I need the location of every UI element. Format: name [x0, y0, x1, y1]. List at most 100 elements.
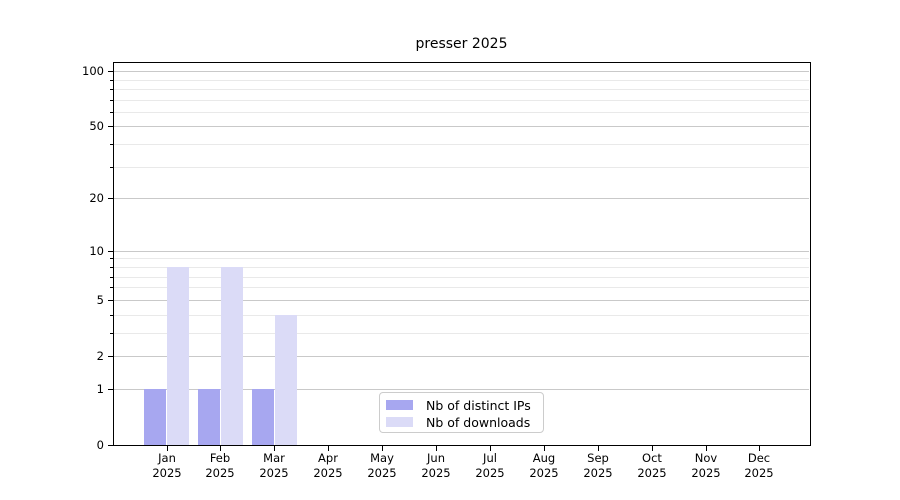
month-name: Jul: [483, 451, 497, 465]
legend-label: Nb of distinct IPs: [426, 397, 531, 413]
y-axis-label: 100: [82, 64, 104, 78]
month-name: Jan: [158, 451, 176, 465]
month-name: Feb: [209, 451, 231, 465]
month-year: 2025: [637, 466, 667, 480]
y-axis-tick: [108, 251, 113, 252]
y-axis-minor-tick: [110, 333, 113, 334]
x-axis-tick: [220, 446, 221, 451]
gridline-minor: [114, 267, 809, 268]
y-axis-label: 5: [96, 293, 104, 307]
month-label: Feb 2025: [192, 451, 248, 481]
gridline-minor: [114, 89, 809, 90]
month-name: Aug: [532, 451, 556, 465]
month-year: 2025: [529, 466, 559, 480]
gridline-minor: [114, 80, 809, 81]
month-label: Apr 2025: [300, 451, 356, 481]
gridline-minor: [114, 287, 809, 288]
month-label: Oct 2025: [624, 451, 680, 481]
month-name: Mar: [263, 451, 285, 465]
month-name: May: [370, 451, 394, 465]
month-name: Nov: [694, 451, 718, 465]
month-name: Dec: [747, 451, 771, 465]
month-name: Sep: [587, 451, 609, 465]
y-axis-minor-tick: [110, 277, 113, 278]
month-year: 2025: [313, 466, 343, 480]
month-year: 2025: [744, 466, 774, 480]
y-axis-minor-tick: [110, 258, 113, 259]
x-axis-tick: [167, 446, 168, 451]
y-axis-tick: [108, 71, 113, 72]
gridline-minor: [114, 144, 809, 145]
gridline-minor: [114, 258, 809, 259]
y-axis-label: 50: [89, 119, 104, 133]
month-label: Dec 2025: [731, 451, 787, 481]
gridline-major: [114, 389, 809, 390]
bar-nb-of-distinct-ips: [197, 388, 220, 445]
y-axis-tick: [108, 126, 113, 127]
month-year: 2025: [475, 466, 505, 480]
month-year: 2025: [259, 466, 289, 480]
month-year: 2025: [205, 466, 235, 480]
bar-nb-of-downloads: [274, 314, 297, 445]
y-axis-label: 2: [96, 349, 104, 363]
month-label: Mar 2025: [246, 451, 302, 481]
gridline-minor: [114, 100, 809, 101]
x-axis-tick: [274, 446, 275, 451]
month-year: 2025: [583, 466, 613, 480]
bar-nb-of-downloads: [220, 266, 243, 445]
bar-nb-of-distinct-ips: [144, 388, 166, 445]
legend-entry: Nb of downloads: [386, 414, 537, 430]
y-axis-minor-tick: [110, 267, 113, 268]
gridline-major: [114, 251, 809, 252]
y-axis-tick: [108, 198, 113, 199]
gridline-minor: [114, 167, 809, 168]
x-axis-tick: [490, 446, 491, 451]
gridline-minor: [114, 333, 809, 334]
y-axis-minor-tick: [110, 80, 113, 81]
month-year: 2025: [367, 466, 397, 480]
gridline-minor: [114, 315, 809, 316]
x-axis-tick: [436, 446, 437, 451]
month-label: Jun 2025: [408, 451, 464, 481]
x-axis-tick: [328, 446, 329, 451]
month-label: Jul 2025: [462, 451, 518, 481]
x-axis-tick: [652, 446, 653, 451]
gridline-major: [114, 300, 809, 301]
legend-entry: Nb of distinct IPs: [386, 397, 537, 413]
gridline-minor: [114, 277, 809, 278]
month-label: Nov 2025: [678, 451, 734, 481]
y-axis-minor-tick: [110, 287, 113, 288]
month-label: May 2025: [354, 451, 410, 481]
y-axis-tick: [108, 300, 113, 301]
gridline-major: [114, 198, 809, 199]
month-year: 2025: [152, 466, 182, 480]
y-axis-label: 1: [96, 382, 104, 396]
gridline-major: [114, 356, 809, 357]
month-year: 2025: [691, 466, 721, 480]
y-axis-minor-tick: [110, 167, 113, 168]
y-axis-minor-tick: [110, 144, 113, 145]
y-axis-minor-tick: [110, 315, 113, 316]
month-year: 2025: [421, 466, 451, 480]
gridline-major: [114, 126, 809, 127]
bar-nb-of-downloads: [167, 266, 189, 445]
y-axis-minor-tick: [110, 89, 113, 90]
x-axis-tick: [598, 446, 599, 451]
month-label: Sep 2025: [570, 451, 626, 481]
bar-nb-of-distinct-ips: [251, 388, 274, 445]
y-axis-minor-tick: [110, 100, 113, 101]
y-axis-minor-tick: [110, 112, 113, 113]
gridline-major: [114, 71, 809, 72]
legend-swatch: [386, 417, 413, 427]
month-name: Oct: [642, 451, 662, 465]
month-name: Jun: [427, 451, 445, 465]
month-label: Jan 2025: [139, 451, 195, 481]
y-axis-tick: [108, 445, 113, 446]
y-axis-label: 20: [89, 191, 104, 205]
month-name: Apr: [318, 451, 338, 465]
month-label: Aug 2025: [516, 451, 572, 481]
x-axis-tick: [706, 446, 707, 451]
x-axis-tick: [382, 446, 383, 451]
y-axis-label: 10: [89, 244, 104, 258]
